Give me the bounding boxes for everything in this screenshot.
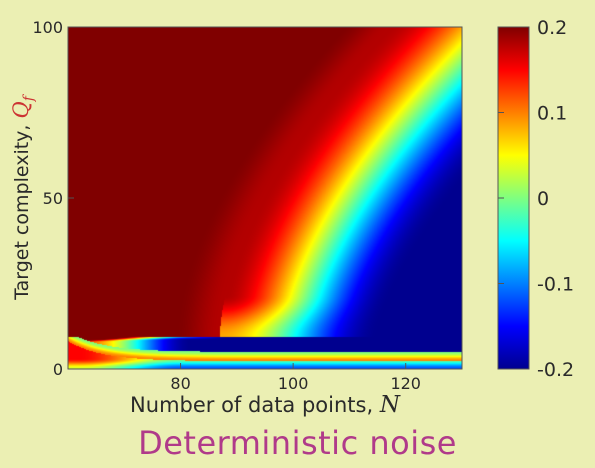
colorbar-tick-label: 0.2 [537,17,567,39]
colorbar-tick-label: -0.1 [537,274,574,296]
y-tick-label: 0 [53,360,63,379]
y-axis-label: Target complexity, Qf [9,93,37,301]
caption: Deterministic noise [138,424,457,462]
colorbar: 0.2 0.1 0 -0.1 -0.2 [497,17,574,381]
colorbar-tick-label: -0.2 [537,359,574,381]
x-tick-label: 120 [390,374,421,393]
heatmap-image [68,27,462,369]
colorbar-ticks: 0.2 0.1 0 -0.1 -0.2 [498,17,574,381]
colorbar-tick-label: 0 [537,188,549,210]
y-tick-label: 50 [43,189,63,208]
x-tick-label: 80 [170,374,190,393]
x-axis-label: Number of data points, N [130,392,401,418]
y-axis-ticks: 0 50 100 [32,18,74,379]
x-tick-label: 100 [278,374,309,393]
colorbar-tick-label: 0.1 [537,103,567,125]
x-axis-ticks: 80 100 120 [170,363,421,393]
y-tick-label: 100 [32,18,63,37]
heatmap-plot-area [68,27,462,369]
